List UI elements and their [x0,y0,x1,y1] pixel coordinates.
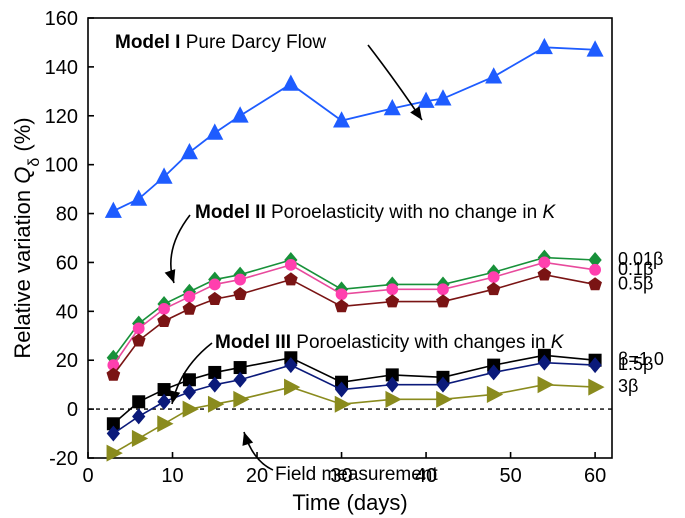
series-model3-1.0b [107,349,601,429]
ytick-label: 120 [45,106,78,128]
series-model3-1.5b [107,355,601,440]
series-label-model3-3b: 3β [618,376,638,396]
xtick-label: 20 [246,465,268,487]
series-model2-0.5b [107,268,601,380]
series-model2-0.1b [108,257,601,370]
x-axis-label: Time (days) [292,490,407,515]
xtick-label: 60 [584,465,606,487]
ytick-label: 0 [67,399,78,421]
ytick-label: 100 [45,155,78,177]
xtick-label: 10 [161,465,183,487]
series-label-model3-1.5b: 1.5β [618,354,653,374]
model3-label: Model III Poroelasticity with changes in… [215,332,565,353]
model2-label: Model II Poroelasticity with no change i… [195,202,556,223]
series-model3-3b [107,377,603,461]
y-axis-label: Relative variation Qδ (%) [10,117,43,358]
ytick-label: 160 [45,8,78,30]
ytick-label: 60 [56,252,78,274]
ytick-label: 140 [45,57,78,79]
series-model1 [106,39,603,217]
xtick-label: 0 [82,465,93,487]
ytick-label: -20 [49,448,78,470]
series-label-model2-0.5b: 0.5β [618,273,653,293]
xtick-label: 50 [499,465,521,487]
ytick-label: 80 [56,204,78,226]
model1-label: Model I Pure Darcy Flow [115,32,326,53]
field-label: Field measurement [275,464,438,485]
ytick-label: 40 [56,301,78,323]
ytick-label: 20 [56,350,78,372]
chart: 0102030405060-20020406080100120140160Tim… [0,0,685,518]
